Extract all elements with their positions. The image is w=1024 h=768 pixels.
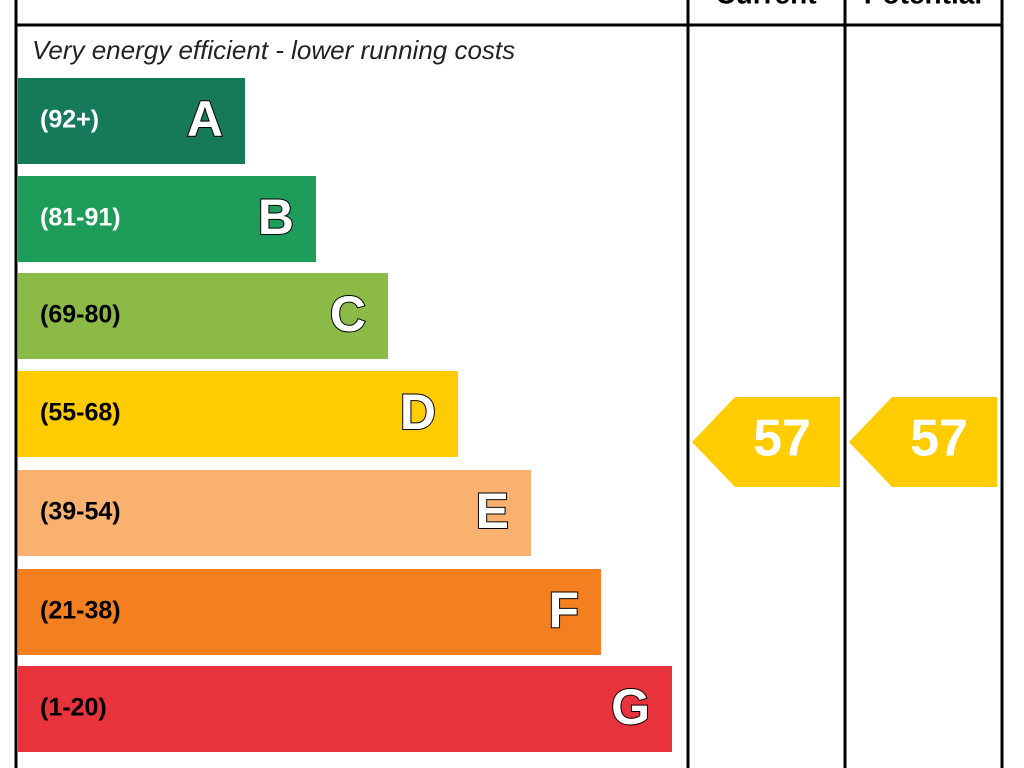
band-bar — [18, 470, 531, 556]
frame — [14, 0, 1004, 768]
header-potential: Potential — [864, 0, 982, 9]
band-bar — [18, 78, 245, 164]
potential-arrow — [849, 397, 997, 487]
band-bar — [18, 371, 458, 457]
band-range: (55-68) — [40, 399, 121, 427]
potential-value: 57 — [910, 410, 968, 468]
band-bar — [18, 273, 388, 359]
band-letter: G — [611, 679, 650, 735]
current-arrow — [692, 397, 840, 487]
band-range: (1-20) — [40, 694, 107, 722]
band-letter: B — [258, 189, 294, 245]
band-letter: C — [330, 286, 366, 342]
header-current: Current — [715, 0, 816, 9]
band-range: (39-54) — [40, 498, 121, 526]
band-range: (81-91) — [40, 204, 121, 232]
band-bar — [18, 666, 672, 752]
band-range: (69-80) — [40, 301, 121, 329]
band-letter: A — [187, 91, 223, 147]
band-bar — [18, 569, 601, 655]
bands: (92+) A (81-91) B (69-80) C (55-68) D (39-54) E (2… — [18, 78, 672, 752]
caption: Very energy efficient - lower running co… — [32, 35, 515, 65]
current-value: 57 — [753, 410, 811, 468]
band-range: (92+) — [40, 106, 99, 134]
band-bar — [18, 176, 316, 262]
band-letter: D — [400, 384, 436, 440]
band-letter: E — [476, 483, 509, 539]
band-range: (21-38) — [40, 597, 121, 625]
band-letter: F — [548, 582, 579, 638]
